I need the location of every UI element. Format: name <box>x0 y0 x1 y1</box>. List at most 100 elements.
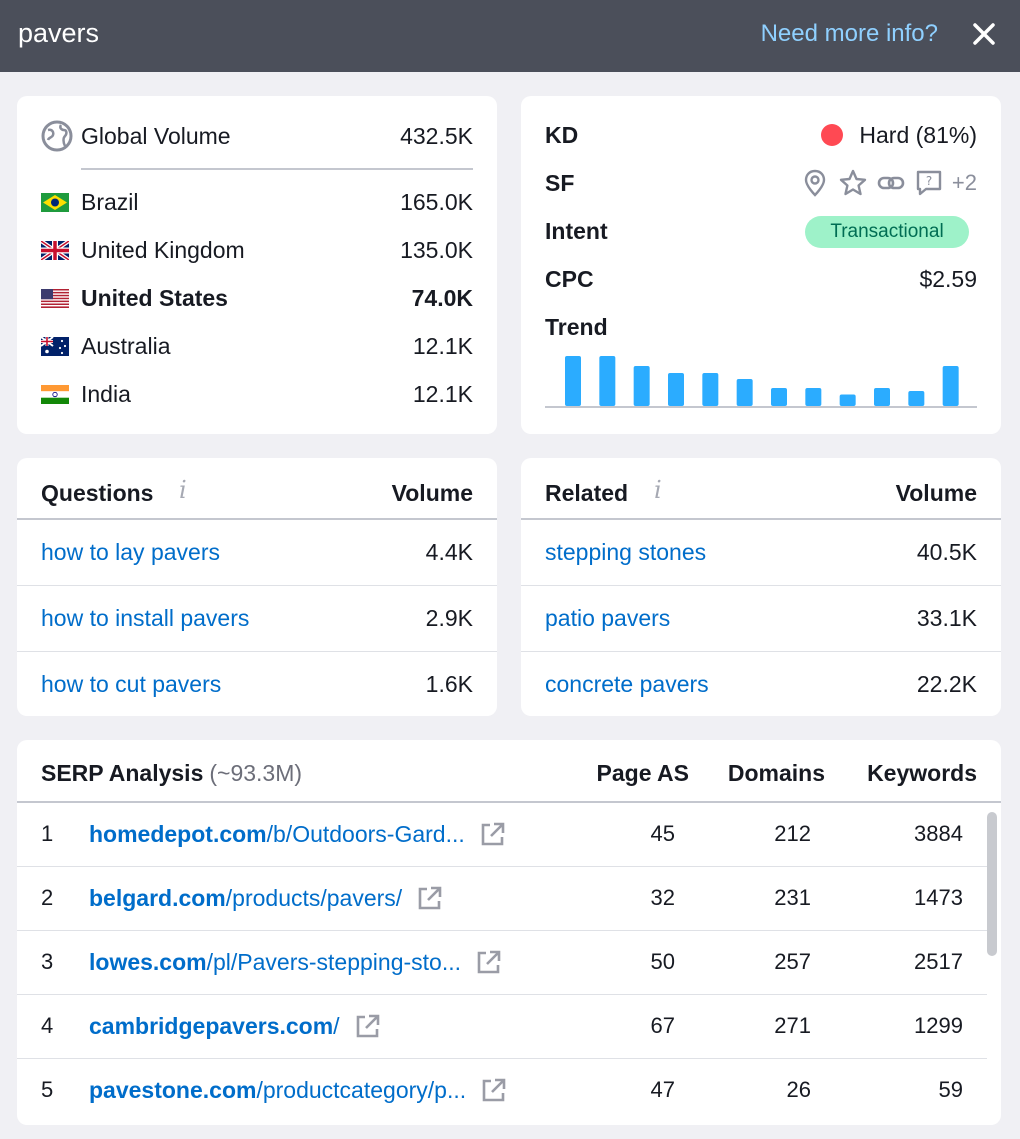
page-as-value: 67 <box>650 1013 675 1038</box>
country-name: United States <box>81 285 228 311</box>
serp-position: 3 <box>41 949 54 974</box>
keyword-volume: 22.2K <box>916 671 977 697</box>
serp-path: /productcategory/p... <box>256 1077 467 1103</box>
trend-bar <box>839 394 856 406</box>
related-header: Related i Volume <box>521 458 1001 520</box>
serp-url-link[interactable]: belgard.com/products/pavers/ <box>89 885 402 912</box>
page-as-value: 50 <box>650 949 675 974</box>
serp-title: SERP Analysis (~93.3M) <box>41 760 302 787</box>
trend-bar <box>805 388 822 406</box>
sf-more-count[interactable]: +2 <box>951 170 977 195</box>
keyword-link[interactable]: patio pavers <box>545 605 671 631</box>
close-icon[interactable] <box>970 20 998 48</box>
questions-header: Questions i Volume <box>17 458 497 520</box>
table-row: 5 pavestone.com/productcategory/p... 47 26 5… <box>17 1059 987 1123</box>
keywords-column-header[interactable]: Keywords <box>867 760 977 786</box>
questions-card: Questions i Volume how to lay pavers 4.4K… <box>17 458 497 716</box>
info-icon[interactable]: i <box>179 476 187 504</box>
trend-bar <box>702 373 719 406</box>
kd-value: Hard (81%) <box>821 122 977 149</box>
trend-bar <box>874 388 890 406</box>
serp-url-link[interactable]: lowes.com/pl/Pavers-stepping-sto... <box>89 949 461 976</box>
table-row: 1 homedepot.com/b/Outdoors-Gard... 45 212 38… <box>17 803 987 867</box>
divider <box>81 168 473 170</box>
serp-analysis-card: SERP Analysis (~93.3M) Page AS Domains Ke… <box>17 740 1001 1125</box>
global-volume-value: 432.5K <box>400 123 473 149</box>
brazil-flag <box>41 193 69 212</box>
table-row: 2 belgard.com/products/pavers/32 231 1473 <box>17 867 987 931</box>
list-item: how to cut pavers 1.6K <box>17 652 497 716</box>
info-icon[interactable]: i <box>654 476 662 504</box>
india-flag <box>41 385 69 404</box>
trend-bar <box>668 373 684 406</box>
domains-value: 271 <box>774 1013 811 1038</box>
external-link-icon[interactable] <box>477 820 507 850</box>
keyword-link[interactable]: how to install pavers <box>41 605 250 631</box>
link-icon[interactable] <box>876 168 906 198</box>
page-as-value: 32 <box>650 885 675 910</box>
kd-dot <box>821 124 844 146</box>
keyword-volume: 1.6K <box>425 671 473 697</box>
page-as-value: 45 <box>650 821 675 846</box>
serp-url-link[interactable]: homedepot.com/b/Outdoors-Gard... <box>89 821 465 848</box>
keyword-link[interactable]: how to lay pavers <box>41 539 220 565</box>
scrollbar[interactable] <box>987 812 997 956</box>
global-volume-label: Global Volume <box>81 123 231 149</box>
volume-card: Global Volume 432.5K Brazil 165.0K United … <box>17 96 497 434</box>
keyword-volume: 33.1K <box>916 605 977 631</box>
country-name: Brazil <box>81 189 139 215</box>
intent-badge: Transactional <box>805 216 969 248</box>
trend-label: Trend <box>545 314 608 340</box>
volume-column-header: Volume <box>391 480 473 506</box>
country-row: Australia 12.1K <box>41 330 473 362</box>
intent-label: Intent <box>545 218 608 244</box>
country-row: India 12.1K <box>41 378 473 410</box>
keywords-value: 2517 <box>914 949 963 974</box>
need-more-info-link[interactable]: Need more info? <box>760 20 938 47</box>
external-link-icon[interactable] <box>352 1012 382 1042</box>
serp-path: /pl/Pavers-stepping-sto... <box>206 949 462 975</box>
trend-bar <box>942 366 959 406</box>
question-box-icon[interactable]: ? <box>914 168 944 198</box>
globe-icon <box>41 120 73 152</box>
country-row: Brazil 165.0K <box>41 186 473 218</box>
cpc-value: $2.59 <box>919 266 977 292</box>
list-item: how to install pavers 2.9K <box>17 586 497 652</box>
serp-position: 5 <box>41 1077 54 1102</box>
serp-url-link[interactable]: cambridgepavers.com/ <box>89 1013 340 1040</box>
serp-domain: cambridgepavers.com <box>89 1013 334 1039</box>
external-link-icon[interactable] <box>414 884 444 914</box>
list-item: patio pavers 33.1K <box>521 586 1001 652</box>
table-row: 4 cambridgepavers.com/67 271 1299 <box>17 995 987 1059</box>
serp-domain: lowes.com <box>89 949 207 975</box>
country-volume: 165.0K <box>400 189 473 215</box>
serp-url-link[interactable]: pavestone.com/productcategory/p... <box>89 1077 466 1104</box>
uk-flag <box>41 241 69 260</box>
panel-header: pavers Need more info? <box>0 0 1020 72</box>
country-name: Australia <box>81 333 171 359</box>
external-link-icon[interactable] <box>473 948 503 978</box>
country-row: United Kingdom 135.0K <box>41 234 473 266</box>
keyword-link[interactable]: stepping stones <box>545 539 707 565</box>
serp-domain: homedepot.com <box>89 821 267 847</box>
star-icon[interactable] <box>838 168 868 198</box>
serp-position: 1 <box>41 821 54 846</box>
trend-bar <box>736 379 753 406</box>
related-card: Related i Volume stepping stones 40.5K pat… <box>521 458 1001 716</box>
list-item: concrete pavers 22.2K <box>521 652 1001 716</box>
location-pin-icon[interactable] <box>800 168 830 198</box>
keywords-value: 1299 <box>914 1013 963 1038</box>
keyword-title: pavers <box>18 18 100 48</box>
keyword-volume: 4.4K <box>425 539 473 565</box>
keyword-link[interactable]: concrete pavers <box>545 671 709 697</box>
domains-value: 26 <box>786 1077 811 1102</box>
domains-column-header[interactable]: Domains <box>727 760 825 786</box>
country-volume: 74.0K <box>411 285 473 311</box>
svg-text:?: ? <box>926 174 932 188</box>
external-link-icon[interactable] <box>478 1076 508 1106</box>
keyword-link[interactable]: how to cut pavers <box>41 671 222 697</box>
sf-icons: ? +2 <box>800 168 977 198</box>
page-as-column-header[interactable]: Page AS <box>596 760 689 786</box>
australia-flag <box>41 337 69 356</box>
us-flag <box>41 289 69 308</box>
